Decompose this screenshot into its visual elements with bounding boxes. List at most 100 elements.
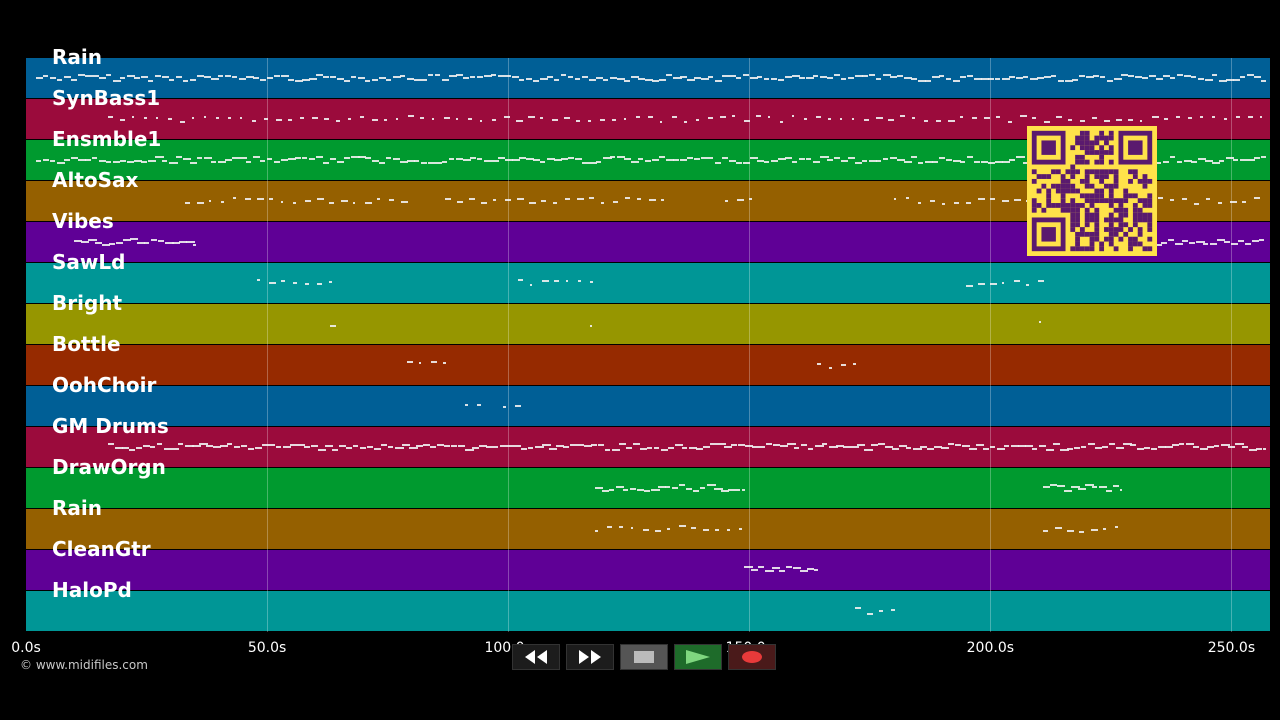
midi-note <box>690 527 697 529</box>
midi-note <box>686 157 693 159</box>
midi-note <box>1071 79 1079 81</box>
midi-note <box>427 162 436 164</box>
midi-note <box>1162 75 1170 77</box>
midi-note <box>749 157 759 159</box>
time-tick-label: 250.0s <box>1207 640 1256 656</box>
midi-note <box>1197 158 1206 160</box>
midi-note <box>1066 448 1073 450</box>
midi-note <box>1067 530 1075 532</box>
midi-note <box>1092 75 1099 77</box>
midi-note <box>294 80 304 82</box>
play-button[interactable] <box>674 644 722 670</box>
midi-note <box>693 77 701 79</box>
midi-note <box>842 446 850 448</box>
midi-note <box>861 75 869 77</box>
midi-note <box>130 238 139 240</box>
midi-note <box>910 156 918 158</box>
midi-note <box>1225 157 1234 159</box>
midi-note <box>1038 445 1047 447</box>
midi-note <box>378 77 386 79</box>
rewind-button[interactable] <box>512 644 560 670</box>
midi-note <box>868 160 877 162</box>
midi-note <box>280 75 289 77</box>
midi-note <box>156 443 163 445</box>
midi-note <box>1164 446 1174 448</box>
midi-note <box>721 75 730 77</box>
midi-note <box>861 160 867 162</box>
midi-note <box>518 79 524 81</box>
midi-note <box>889 76 897 78</box>
midi-note <box>119 160 127 162</box>
midi-note <box>959 76 966 78</box>
midi-note <box>35 160 42 162</box>
midi-note <box>965 202 972 204</box>
midi-note <box>814 445 824 447</box>
midi-note <box>657 486 667 488</box>
midi-note <box>595 77 603 79</box>
midi-note <box>1247 116 1254 118</box>
midi-note <box>672 159 679 161</box>
midi-note <box>642 529 649 531</box>
midi-note <box>630 76 640 78</box>
qr-pattern <box>1031 130 1153 252</box>
midi-note <box>644 79 653 81</box>
midi-note <box>882 74 892 76</box>
midi-note <box>609 77 618 79</box>
midi-note <box>973 78 983 80</box>
midi-note <box>702 446 710 448</box>
midi-note <box>84 75 92 77</box>
midi-note <box>738 528 743 530</box>
midi-note <box>147 160 156 162</box>
midi-note <box>1235 116 1240 118</box>
midi-note <box>713 488 723 490</box>
track-name: HaloPd <box>52 578 132 602</box>
midi-note <box>765 443 772 445</box>
midi-note <box>1120 74 1128 76</box>
midi-note <box>982 448 989 450</box>
fast-forward-button[interactable] <box>566 644 614 670</box>
midi-note <box>763 78 770 80</box>
midi-note <box>553 202 558 204</box>
midi-note <box>1043 530 1048 532</box>
midi-note <box>581 76 589 78</box>
midi-note <box>678 525 686 527</box>
midi-note <box>245 76 255 78</box>
midi-note <box>364 80 370 82</box>
midi-note <box>798 77 806 79</box>
record-button[interactable] <box>728 644 776 670</box>
midi-note <box>167 118 173 120</box>
midi-note <box>643 490 650 492</box>
midi-note <box>1211 162 1221 164</box>
midi-note <box>651 80 659 82</box>
midi-note <box>695 119 700 121</box>
midi-note <box>401 444 411 446</box>
record-icon <box>742 651 762 663</box>
midi-note <box>147 80 154 82</box>
midi-note <box>1001 161 1010 163</box>
midi-note <box>616 156 625 158</box>
midi-note <box>1115 526 1118 528</box>
stop-button[interactable] <box>620 644 668 670</box>
midi-note <box>392 158 400 160</box>
midi-note <box>1017 445 1026 447</box>
midi-note <box>347 118 351 120</box>
qr-code <box>1027 126 1157 256</box>
midi-note <box>70 79 77 81</box>
midi-note <box>636 489 644 491</box>
midi-note <box>541 200 546 202</box>
midi-note <box>155 117 159 119</box>
midi-note <box>268 444 276 446</box>
midi-note <box>854 75 864 77</box>
midi-note <box>856 444 866 446</box>
midi-note <box>1199 116 1204 118</box>
midi-note <box>317 198 324 200</box>
midi-note <box>442 362 447 364</box>
midi-note <box>217 161 226 163</box>
midi-note <box>455 158 463 160</box>
midi-note <box>389 199 394 201</box>
midi-note <box>784 157 792 159</box>
midi-note <box>735 77 742 79</box>
midi-note <box>168 162 178 164</box>
midi-note <box>293 202 297 204</box>
midi-note <box>1103 528 1107 530</box>
